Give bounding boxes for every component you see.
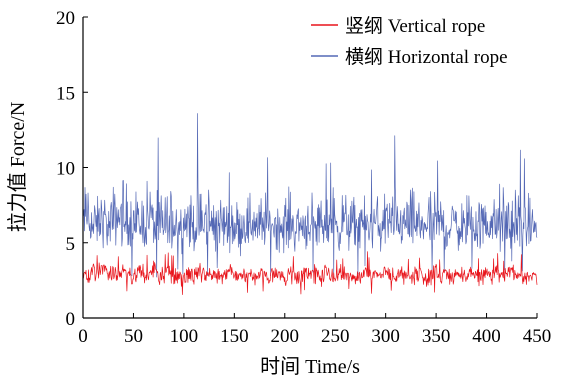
- y-tick-label: 0: [66, 309, 76, 330]
- plot-area: 0 50 100 150 200 250 300 350 400 450 0 5 10 15 20: [56, 8, 551, 347]
- x-tick-label: 0: [78, 326, 88, 347]
- x-tick-label: 50: [124, 326, 143, 347]
- x-tick-label: 250: [321, 326, 350, 347]
- legend-label-vertical-rope: 竖纲 Vertical rope: [345, 15, 485, 37]
- x-tick-label: 450: [523, 326, 552, 347]
- y-tick-label: 10: [56, 159, 75, 180]
- x-tick-label: 350: [422, 326, 451, 347]
- legend-label-horizontal-rope: 横纲 Horizontal rope: [345, 46, 508, 68]
- y-tick-label: 15: [56, 83, 75, 104]
- series-vertical-rope: [82, 251, 538, 295]
- x-tick-label: 300: [371, 326, 400, 347]
- series-horizontal-rope: [82, 113, 538, 278]
- x-tick-label: 200: [271, 326, 300, 347]
- x-tick-label: 400: [472, 326, 501, 347]
- x-tick-label: 100: [170, 326, 199, 347]
- y-tick-label: 20: [56, 8, 75, 29]
- x-axis-title: 时间 Time/s: [260, 355, 360, 378]
- y-axis-title: 拉力值 Force/N: [6, 102, 29, 233]
- x-tick-label: 150: [220, 326, 249, 347]
- y-tick-label: 5: [66, 234, 76, 255]
- legend: 竖纲 Vertical rope 横纲 Horizontal rope: [311, 15, 508, 68]
